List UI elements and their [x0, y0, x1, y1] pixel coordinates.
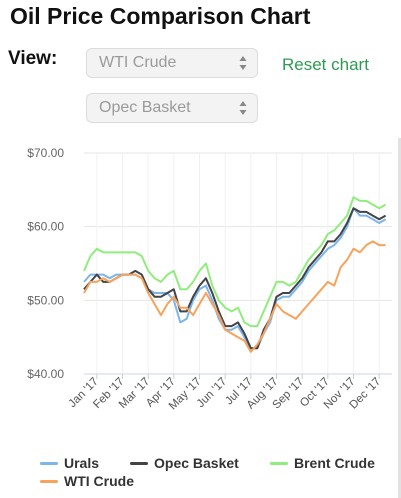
series-line-wti-crude [83, 240, 386, 353]
y-tick-label: $50.00 [27, 293, 64, 307]
y-tick-label: $70.00 [27, 146, 64, 160]
chart-legend: Urals Opec Basket Brent Crude WTI Crude [0, 450, 401, 494]
legend-label: Brent Crude [294, 455, 375, 471]
scrollbar-edge [398, 138, 401, 498]
legend-label: WTI Crude [64, 473, 134, 489]
series-line-urals [83, 207, 387, 350]
legend-item-brent-crude[interactable]: Brent Crude [270, 455, 375, 471]
legend-swatch [40, 461, 58, 465]
legend-item-wti-crude[interactable]: WTI Crude [40, 473, 134, 489]
y-tick-label: $60.00 [27, 220, 64, 234]
series-select-secondary[interactable]: Opec Basket [86, 93, 258, 123]
view-label: View: [8, 48, 58, 69]
legend-swatch [40, 479, 58, 483]
legend-swatch [130, 461, 148, 465]
select-arrows-icon [239, 56, 247, 70]
legend-item-urals[interactable]: Urals [40, 455, 99, 471]
series-line-opec-basket [83, 207, 387, 350]
legend-label: Opec Basket [154, 455, 239, 471]
select-value: WTI Crude [99, 54, 177, 71]
select-arrows-icon [239, 101, 247, 115]
y-tick-label: $40.00 [27, 367, 64, 381]
legend-label: Urals [64, 455, 100, 471]
page-title: Oil Price Comparison Chart [10, 3, 311, 29]
series-select-primary[interactable]: WTI Crude [86, 48, 258, 78]
select-value: Opec Basket [99, 99, 191, 116]
reset-chart-link[interactable]: Reset chart [282, 55, 369, 74]
legend-swatch [270, 461, 288, 465]
series-line-brent-crude [83, 196, 387, 328]
legend-item-opec-basket[interactable]: Opec Basket [130, 455, 239, 471]
